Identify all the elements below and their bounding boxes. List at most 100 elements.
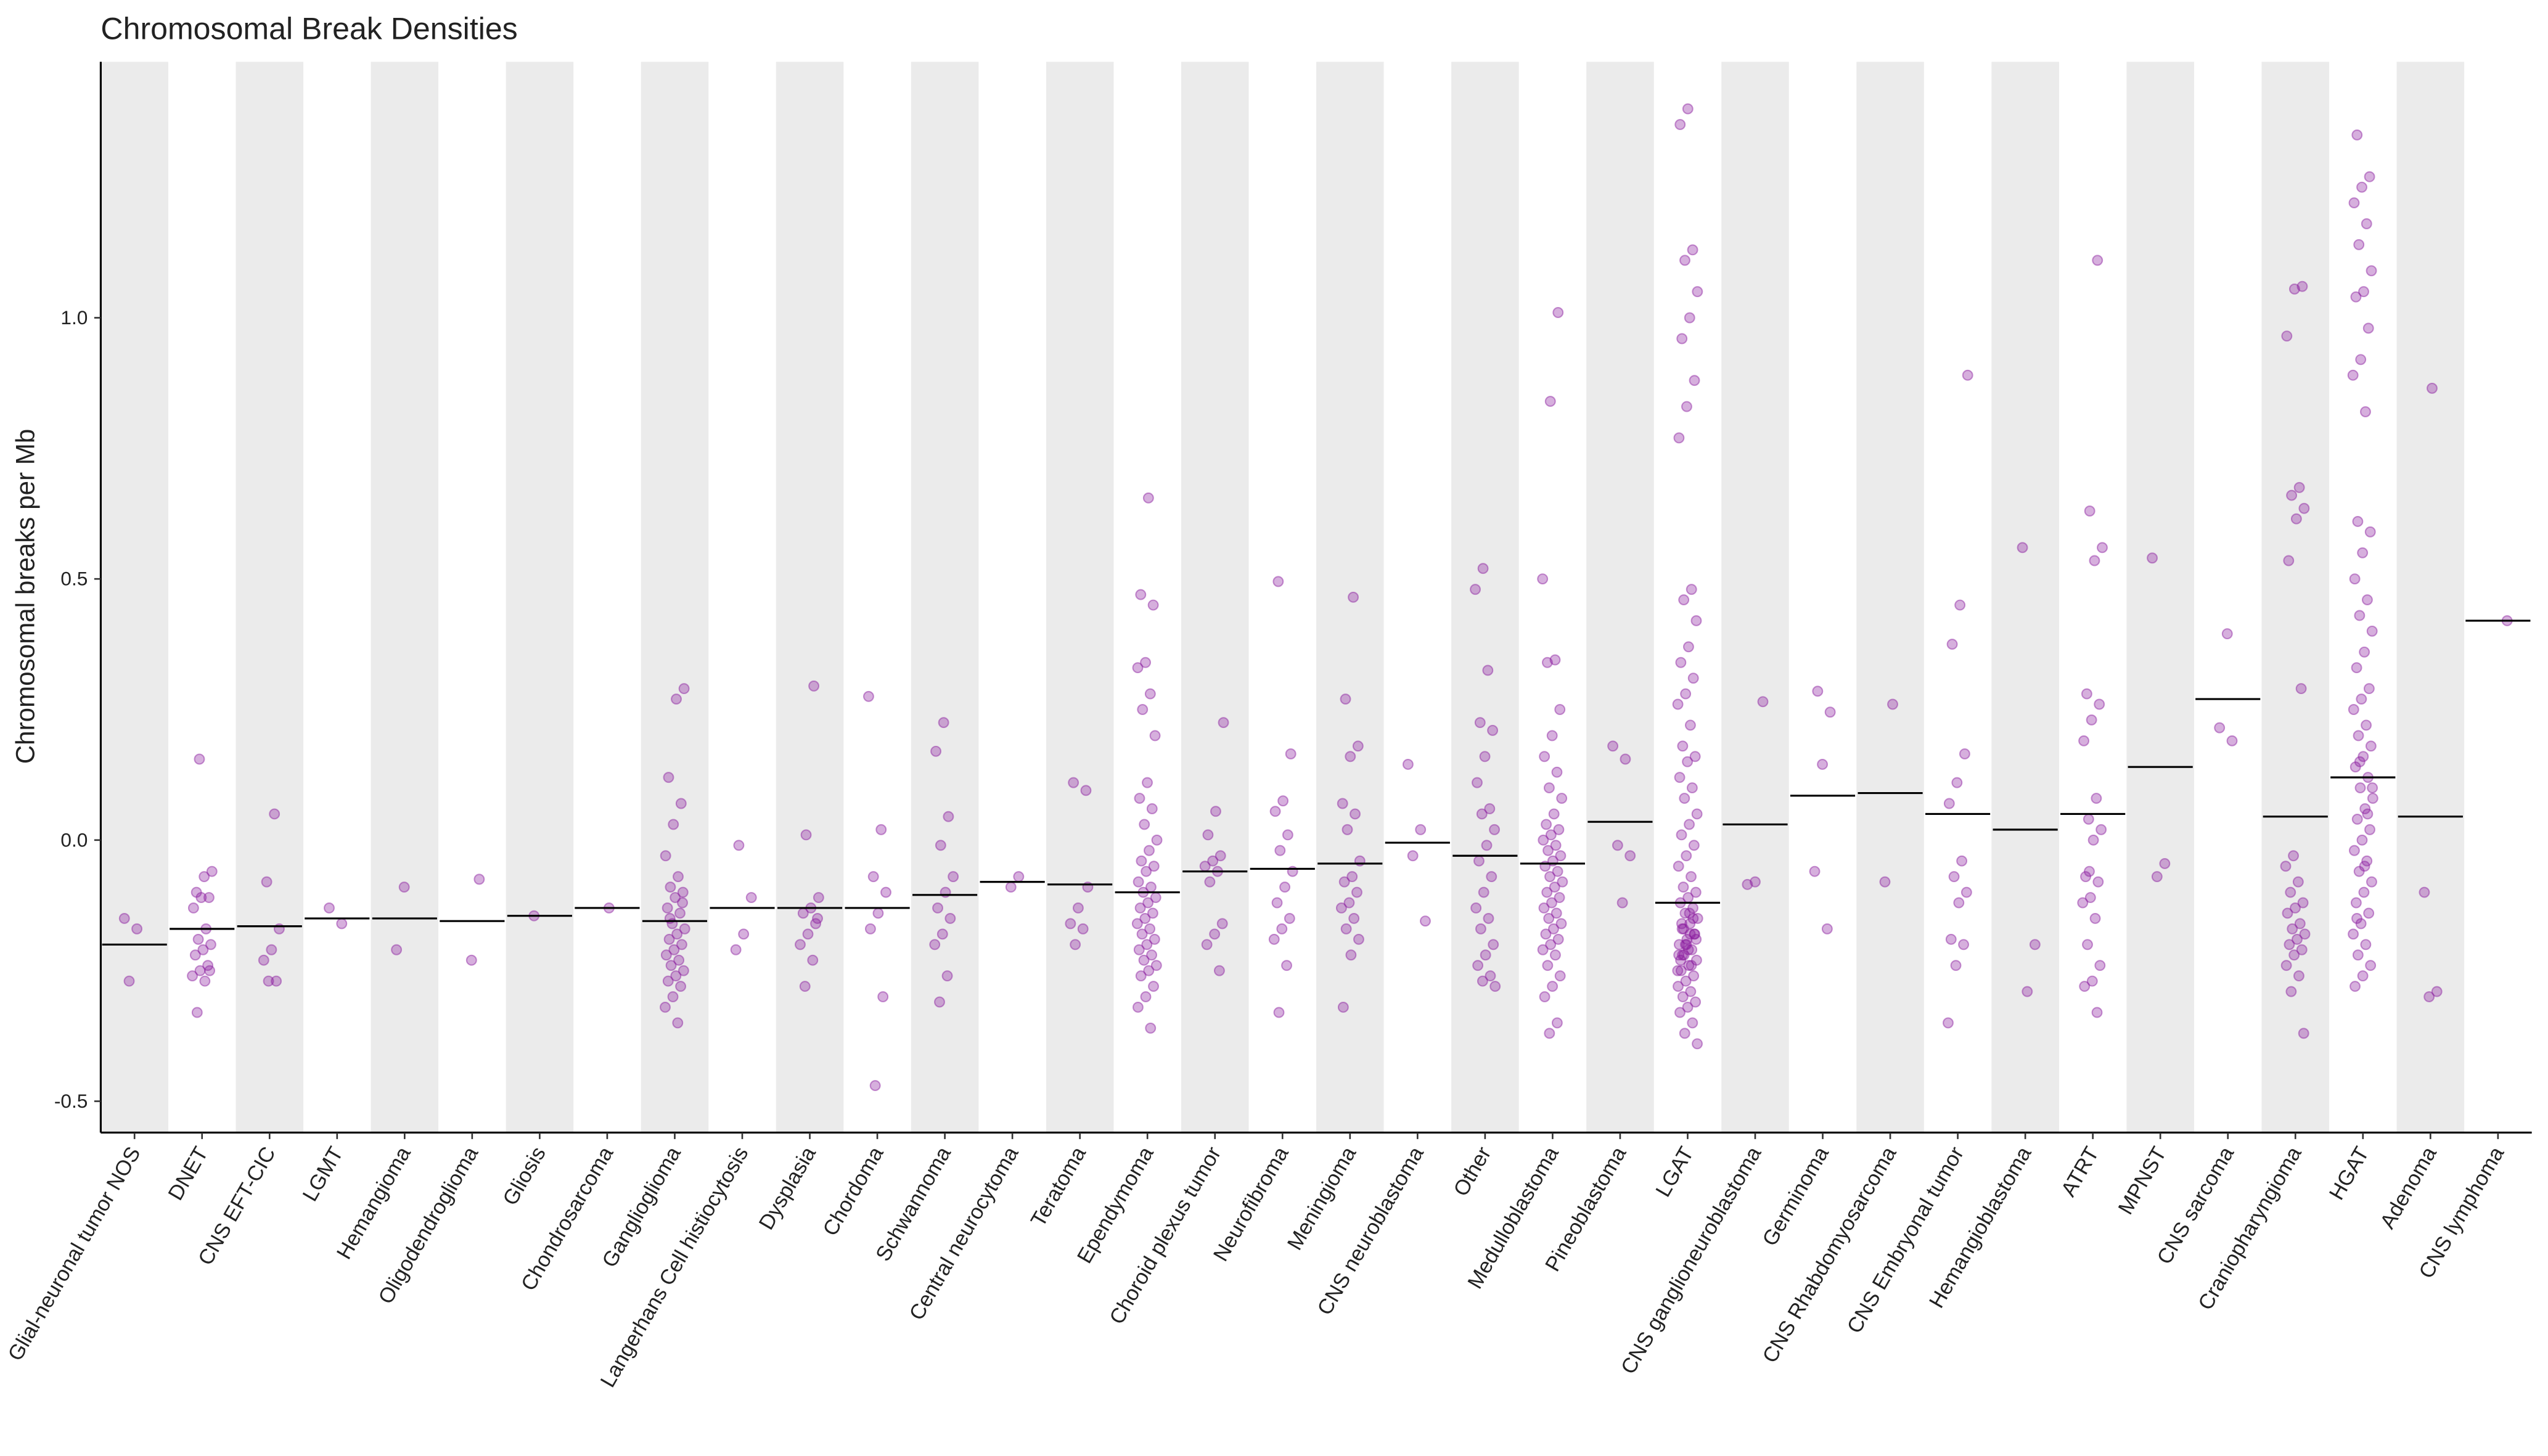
point	[1551, 907, 1562, 919]
point	[2288, 949, 2300, 961]
point	[1199, 861, 1211, 872]
point	[667, 991, 679, 1002]
point	[1209, 928, 1221, 940]
point	[1552, 307, 1564, 318]
point	[2084, 892, 2096, 903]
point	[2094, 698, 2105, 710]
point	[336, 918, 348, 930]
point	[1350, 808, 1361, 820]
point	[1005, 881, 1017, 893]
point	[1269, 806, 1281, 817]
point	[1676, 829, 1687, 841]
point	[2349, 573, 2361, 585]
point	[663, 933, 675, 945]
point	[1348, 912, 1360, 924]
point	[1690, 886, 1702, 898]
point	[1692, 1038, 1703, 1050]
band	[776, 62, 844, 1133]
point	[1688, 970, 1700, 982]
point	[936, 928, 948, 940]
point	[398, 881, 410, 893]
point	[2359, 646, 2370, 658]
point	[1337, 798, 1348, 809]
point	[199, 975, 211, 987]
band	[100, 62, 168, 1133]
point	[2091, 1007, 2103, 1018]
point	[1538, 834, 1549, 846]
point	[2362, 808, 2374, 820]
point	[1070, 939, 1081, 951]
point	[929, 939, 941, 951]
point	[1607, 740, 1619, 752]
point	[1672, 965, 1684, 976]
point	[2221, 628, 2233, 640]
point	[1675, 656, 1687, 668]
point	[932, 902, 943, 914]
point	[1679, 939, 1691, 951]
point	[1945, 933, 1957, 945]
point	[1683, 960, 1695, 971]
point	[1537, 573, 1549, 585]
point	[1824, 706, 1836, 718]
point	[1673, 981, 1684, 992]
point	[1675, 954, 1687, 966]
point	[1550, 840, 1562, 851]
point	[1692, 912, 1703, 924]
point	[1553, 824, 1565, 835]
point	[2091, 793, 2102, 804]
point	[2366, 265, 2377, 277]
point	[675, 798, 687, 809]
point	[1681, 401, 1692, 412]
chart-title: Chromosomal Break Densities	[100, 11, 517, 46]
point	[2292, 933, 2303, 945]
point	[1960, 886, 1972, 898]
band	[1451, 62, 1519, 1133]
point	[1343, 897, 1355, 909]
point	[1678, 923, 1689, 935]
point	[2366, 625, 2378, 637]
point	[1202, 829, 1214, 841]
point	[1352, 740, 1364, 752]
point	[671, 693, 682, 705]
point	[1684, 819, 1695, 830]
point	[1546, 730, 1558, 742]
point	[2092, 876, 2104, 888]
x-tick-label: DNET	[164, 1143, 213, 1204]
point	[1549, 654, 1561, 666]
point	[1210, 806, 1221, 817]
point	[662, 975, 674, 987]
band	[1316, 62, 1384, 1133]
point	[2348, 197, 2360, 209]
point	[1684, 312, 1695, 324]
point	[1545, 829, 1557, 841]
point	[1080, 785, 1092, 796]
point	[1345, 751, 1356, 763]
point	[1547, 981, 1559, 992]
point	[2280, 861, 2292, 872]
point	[2292, 876, 2304, 888]
point	[673, 954, 685, 966]
point	[660, 850, 671, 862]
point	[1679, 1028, 1690, 1039]
point	[1817, 758, 1829, 770]
point	[872, 907, 884, 919]
point	[2354, 756, 2366, 767]
point	[2353, 865, 2365, 877]
point	[1682, 1002, 1694, 1013]
x-tick-label: LGAT	[1652, 1143, 1698, 1201]
point	[1690, 933, 1702, 945]
point	[1556, 793, 1568, 804]
point	[800, 829, 812, 841]
point	[930, 745, 942, 757]
point	[1677, 991, 1689, 1002]
point	[1557, 876, 1568, 888]
point	[2353, 730, 2364, 742]
point	[2094, 960, 2106, 971]
point	[1551, 766, 1563, 778]
point	[1138, 954, 1150, 966]
point	[1682, 944, 1694, 955]
point	[2427, 382, 2438, 394]
point	[2348, 928, 2359, 940]
point	[1353, 933, 1364, 945]
